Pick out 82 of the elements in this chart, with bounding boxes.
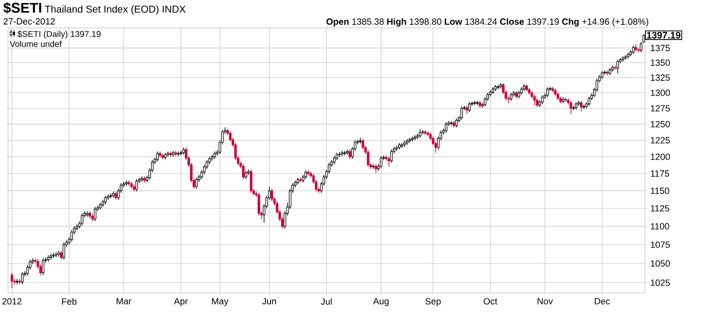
y-tick-label: 1050 [650,260,670,267]
y-tick-label: 1300 [650,90,670,96]
candlestick [195,177,198,190]
candlestick [484,96,486,107]
candlestick [21,272,24,285]
y-tick-label: 1375 [650,44,670,52]
candlestick [572,105,575,111]
candlestick [128,180,130,186]
x-tick-label: Nov [538,298,553,304]
candlestick [546,86,549,98]
candlestick [533,94,536,106]
legend-label: $SETI (Daily) 1397.19 [17,30,101,39]
y-tick-label: 1250 [650,120,670,128]
y-tick-label: 1175 [650,170,670,177]
candlestick [242,164,245,180]
candlestick [460,106,463,120]
candlestick [62,242,66,260]
x-tick-label: Aug [373,298,389,306]
candlestick [374,164,378,174]
y-tick-label: 1275 [650,105,670,112]
candlestick [388,156,390,168]
annotation: Volume undef [10,40,62,47]
candlestick [570,100,572,114]
candlestick [426,130,430,137]
candlestick [616,59,619,74]
candlestick [380,156,382,169]
text: Open 1385.38 High 1398.80 Low 1384.24 Close 1397.19 Chg +14.96 (+1.08%) [326,18,648,27]
candlestick [42,258,44,276]
x-tick-label: Apr [174,298,188,306]
x-tick-label: Mar [116,298,132,304]
candlestick [338,152,341,158]
candlestick [588,96,590,106]
candlestick [180,150,182,156]
candlestick [50,253,52,260]
y-tick-label: 1150 [650,188,670,194]
candlestick [166,151,170,158]
text: 1397.19 [646,32,680,39]
candlestick [270,188,274,202]
x-tick-label: Dec [594,298,610,304]
x-tick-label: Oct [484,298,498,304]
candlestick [366,150,370,168]
y-tick-label: 1025 [650,280,670,286]
candlestick [10,272,14,289]
candlestick [247,169,250,176]
x-tick-label: Sep [426,298,441,306]
candlestick [362,138,364,150]
x-tick-label: Feb [62,298,76,305]
candlestick [250,169,252,194]
candlestick [135,178,138,192]
candlestick [203,164,206,175]
candlestick [156,151,159,162]
x-tick-label: Jul [320,298,332,305]
y-tick-label: 1125 [650,205,670,212]
candlestick [60,250,63,260]
y-tick-label: 1350 [650,59,670,66]
candlestick [258,192,260,216]
y-tick-label: 1225 [650,137,670,144]
candlestick [580,100,583,112]
y-tick-label: 1100 [650,223,670,230]
candlestick [140,176,144,182]
y-tick-label: 1325 [650,74,670,81]
candlestick [94,206,96,222]
chart-title: $SETI [3,2,42,14]
candlestick [444,122,448,133]
text: 27-Dec-2012 [4,18,55,25]
candlestick [348,149,352,160]
x-tick-label: Jun [262,298,276,304]
candlestick [52,252,55,258]
candlestick [562,96,564,104]
chart-subtitle: Thailand Set Index (EOD) INDX [44,5,186,15]
candlestick [637,48,640,52]
candlestick [80,212,84,226]
y-tick-label: 1200 [650,154,670,160]
y-tick-label: 1075 [650,241,670,248]
x-tick-label: 2012 [2,298,22,304]
candlestick [70,230,73,242]
candlestick [468,102,471,112]
x-tick-label: May [212,298,228,306]
candlestick [169,151,172,158]
candlestick [390,149,393,164]
candlestick [414,134,416,141]
candlestick [299,177,302,183]
